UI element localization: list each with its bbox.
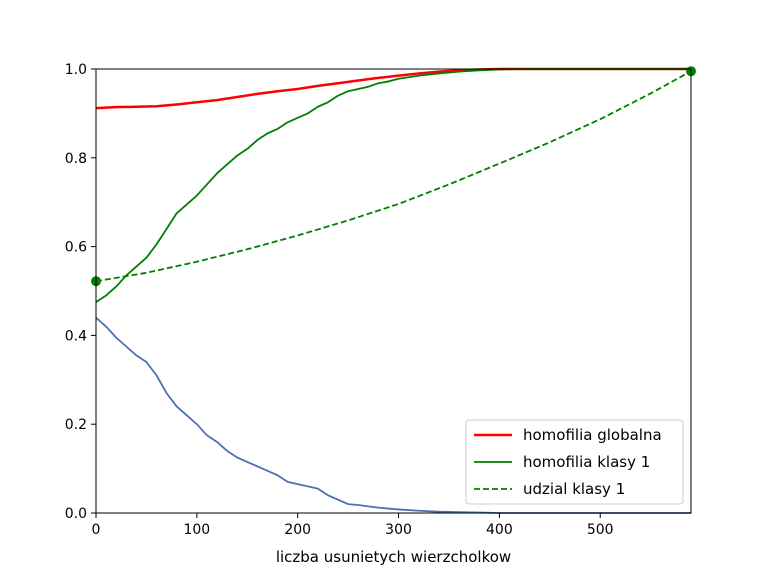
- y-tick-label: 0.2: [65, 417, 87, 433]
- x-tick-label: 100: [183, 522, 210, 538]
- series-line-homofilia-klasy-1: [96, 68, 691, 303]
- y-tick-label: 0.0: [65, 506, 87, 522]
- x-axis-label: liczba usunietych wierzcholkow: [276, 548, 511, 566]
- series-line-udzial-klasy-1: [96, 70, 691, 283]
- x-tick-label: 400: [486, 522, 513, 538]
- y-tick-label: 0.4: [65, 328, 87, 344]
- x-tick-label: 500: [587, 522, 614, 538]
- y-axis-ticks: 0.0 0.2 0.4 0.6 0.8 1.0: [65, 62, 96, 522]
- legend-label: homofilia globalna: [523, 426, 662, 444]
- legend-items: homofilia globalna homofilia klasy 1 udzia…: [474, 426, 662, 498]
- marker-layer: [91, 66, 696, 287]
- series-line-unlabeled-3: [96, 316, 691, 514]
- legend-label: homofilia klasy 1: [523, 453, 650, 471]
- y-tick-label: 0.8: [65, 151, 87, 167]
- x-tick-label: 200: [284, 522, 311, 538]
- x-tick-label: 0: [92, 522, 101, 538]
- y-tick-label: 1.0: [65, 62, 87, 78]
- legend: homofilia globalna homofilia klasy 1 udzia…: [465, 419, 684, 505]
- series-line-homofilia-globalna: [96, 67, 691, 110]
- plot-area-frame: [95, 68, 692, 514]
- legend-box: [465, 419, 684, 505]
- y-tick-label: 0.6: [65, 240, 87, 256]
- legend-label: udzial klasy 1: [523, 480, 625, 498]
- x-tick-label: 300: [385, 522, 412, 538]
- x-axis-ticks: 0 100 200 300 400 500: [92, 513, 614, 538]
